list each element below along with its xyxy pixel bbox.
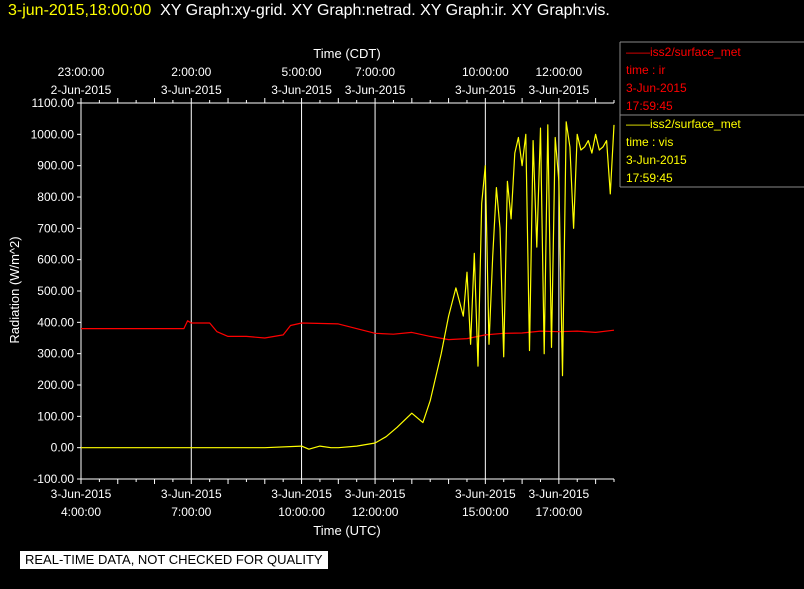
- y-tick-label: 900.00: [37, 159, 74, 173]
- y-tick-label: 1100.00: [32, 96, 75, 110]
- legend-date: 3-Jun-2015: [626, 153, 687, 167]
- series-layer: [81, 121, 615, 450]
- y-tick-label: -100.00: [33, 472, 74, 486]
- y-tick-label: 0.00: [51, 441, 75, 455]
- axes-layer: -100.00 0.00 100.00 200.00 300.00 400.00 500.0…: [31, 65, 615, 519]
- y-tick-label: 800.00: [37, 190, 74, 204]
- x-tick-label-date: 3-Jun-2015: [345, 487, 406, 501]
- top-tick-label-date: 3-Jun-2015: [529, 83, 590, 97]
- y-axis-label: Radiation (W/m^2): [7, 236, 22, 343]
- top-tick-label-date: 2-Jun-2015: [51, 83, 112, 97]
- legend-time: 17:59:45: [626, 171, 673, 185]
- y-tick-label: 100.00: [37, 409, 74, 423]
- y-tick-label: 1000.00: [31, 127, 75, 141]
- y-tick-label: 500.00: [37, 284, 74, 298]
- chart-header: 3-jun-2015,18:00:00 XY Graph:xy-grid. XY…: [8, 2, 610, 20]
- top-tick-label-date: 3-Jun-2015: [345, 83, 406, 97]
- y-tick-label: 200.00: [37, 378, 74, 392]
- quality-warning-banner: REAL-TIME DATA, NOT CHECKED FOR QUALITY: [20, 551, 328, 569]
- y-tick-label: 700.00: [37, 221, 74, 235]
- legend-time: 17:59:45: [626, 99, 673, 113]
- top-tick-label-time: 7:00:00: [355, 65, 395, 79]
- legend-date: 3-Jun-2015: [626, 81, 687, 95]
- top-tick-label-date: 3-Jun-2015: [271, 83, 332, 97]
- top-tick-label-time: 12:00:00: [536, 65, 583, 79]
- x-tick-label-date: 3-Jun-2015: [51, 487, 112, 501]
- x-tick-label-time: 12:00:00: [352, 505, 399, 519]
- legend-variable-label: time : vis: [626, 135, 673, 149]
- top-tick-label-time: 2:00:00: [171, 65, 211, 79]
- y-tick-label: 600.00: [37, 253, 74, 267]
- header-timestamp: 3-jun-2015,18:00:00: [8, 2, 152, 19]
- legend-series-name: ——iss2/surface_met: [626, 117, 741, 131]
- top-tick-label-time: 5:00:00: [282, 65, 322, 79]
- x-axis-top-label: Time (CDT): [313, 46, 380, 61]
- top-tick-label-date: 3-Jun-2015: [161, 83, 222, 97]
- series-line-ir: [81, 320, 615, 341]
- x-tick-label-time: 7:00:00: [171, 505, 211, 519]
- y-tick-label: 300.00: [37, 347, 74, 361]
- header-graph-list: XY Graph:xy-grid. XY Graph:netrad. XY Gr…: [160, 2, 610, 19]
- x-tick-label-time: 4:00:00: [61, 505, 101, 519]
- x-tick-label-date: 3-Jun-2015: [161, 487, 222, 501]
- x-tick-label-date: 3-Jun-2015: [271, 487, 332, 501]
- top-tick-label-time: 10:00:00: [462, 65, 509, 79]
- x-axis-bottom-label: Time (UTC): [313, 523, 380, 538]
- x-tick-label-time: 10:00:00: [278, 505, 325, 519]
- x-tick-label-time: 17:00:00: [536, 505, 583, 519]
- x-tick-label-date: 3-Jun-2015: [529, 487, 590, 501]
- legend-variable-label: time : ir: [626, 63, 665, 77]
- legend-series-name: ——iss2/surface_met: [626, 45, 741, 59]
- x-tick-label-date: 3-Jun-2015: [455, 487, 516, 501]
- x-tick-label-time: 15:00:00: [462, 505, 509, 519]
- grid-layer: [190, 103, 560, 479]
- top-tick-label-time: 23:00:00: [58, 65, 105, 79]
- top-tick-label-date: 3-Jun-2015: [455, 83, 516, 97]
- y-tick-label: 400.00: [37, 315, 74, 329]
- series-line-vis: [81, 121, 615, 450]
